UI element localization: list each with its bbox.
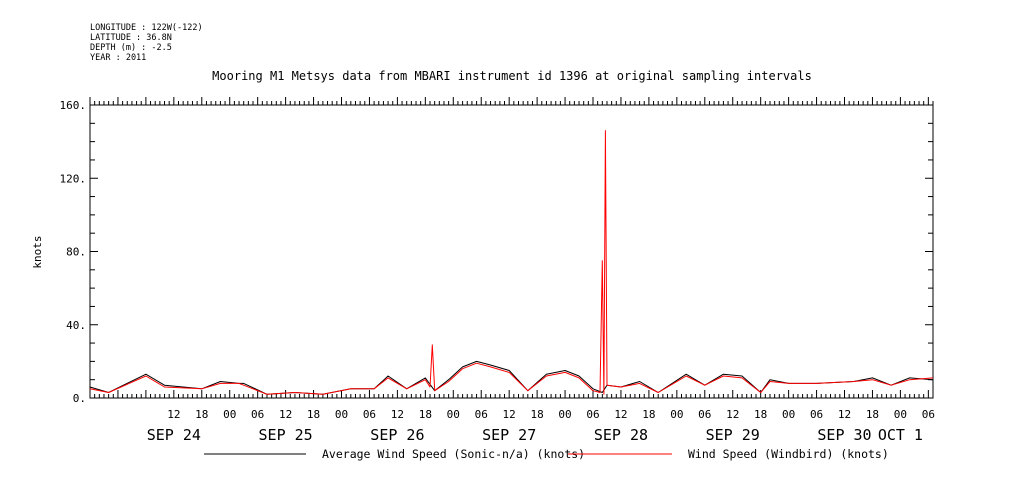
- y-axis-label: knots: [31, 235, 44, 268]
- series-layer: [89, 130, 934, 395]
- x-hour-label: 06: [698, 408, 711, 421]
- x-date-label: SEP 24: [147, 426, 201, 444]
- x-hour-label: 00: [335, 408, 348, 421]
- y-tick-label: 0.: [73, 392, 86, 405]
- depth-text: DEPTH (m) : -2.5: [90, 43, 172, 53]
- x-hour-label: 12: [726, 408, 739, 421]
- x-hour-label: 06: [922, 408, 935, 421]
- year-text: YEAR : 2011: [90, 53, 146, 63]
- x-axis: 12 18 00 06 12 18 00 06 12 18 00 06 12 18 00 06 12 18 00 06…: [89, 97, 935, 444]
- y-tick-label: 80.: [66, 246, 86, 259]
- x-hour-label: 00: [558, 408, 571, 421]
- x-date-label: SEP 25: [259, 426, 313, 444]
- x-date-label: SEP 30: [817, 426, 871, 444]
- x-hour-label: 06: [251, 408, 264, 421]
- x-date-label: SEP 29: [706, 426, 760, 444]
- x-hour-label: 12: [279, 408, 292, 421]
- longitude-text: LONGITUDE : 122W(-122): [90, 23, 203, 33]
- x-hour-label: 12: [838, 408, 851, 421]
- x-hour-label: 00: [670, 408, 683, 421]
- x-hour-label: 18: [419, 408, 432, 421]
- x-hour-label: 06: [810, 408, 823, 421]
- x-date-label: SEP 26: [370, 426, 424, 444]
- x-hour-label: 00: [782, 408, 795, 421]
- x-hour-label: 12: [503, 408, 516, 421]
- y-tick-label: 120.: [60, 172, 87, 185]
- series-line-0: [89, 360, 934, 395]
- y-tick-label: 40.: [66, 319, 86, 332]
- plot-frame: [89, 104, 934, 399]
- x-date-label: OCT 1: [878, 426, 923, 444]
- x-hour-label: 18: [530, 408, 543, 421]
- x-date-label: SEP 28: [594, 426, 648, 444]
- metadata-header: LONGITUDE : 122W(-122) LATITUDE : 36.8N …: [90, 23, 203, 63]
- legend: Average Wind Speed (Sonic-n/a) (knots) Wi…: [204, 447, 889, 461]
- x-hour-label: 18: [754, 408, 767, 421]
- x-hour-label: 12: [614, 408, 627, 421]
- y-axis: 0. 40. 80. 120. 160.: [60, 99, 933, 405]
- legend-label-1: Wind Speed (Windbird) (knots): [688, 447, 889, 461]
- x-hour-label: 06: [363, 408, 376, 421]
- x-date-label: SEP 27: [482, 426, 536, 444]
- y-tick-label: 160.: [60, 99, 87, 112]
- x-hour-label: 12: [391, 408, 404, 421]
- x-hour-label: 00: [223, 408, 236, 421]
- x-hour-label: 18: [307, 408, 320, 421]
- x-hour-label: 06: [586, 408, 599, 421]
- x-hour-label: 12: [167, 408, 180, 421]
- x-hour-label: 18: [866, 408, 879, 421]
- x-hour-label: 06: [475, 408, 488, 421]
- x-hour-label: 00: [447, 408, 460, 421]
- x-hour-label: 18: [642, 408, 655, 421]
- legend-label-0: Average Wind Speed (Sonic-n/a) (knots): [322, 447, 585, 461]
- chart-title: Mooring M1 Metsys data from MBARI instru…: [212, 69, 812, 83]
- x-hour-label: 00: [894, 408, 907, 421]
- x-hour-label: 18: [195, 408, 208, 421]
- series-line-1: [89, 130, 934, 395]
- latitude-text: LATITUDE : 36.8N: [90, 33, 172, 43]
